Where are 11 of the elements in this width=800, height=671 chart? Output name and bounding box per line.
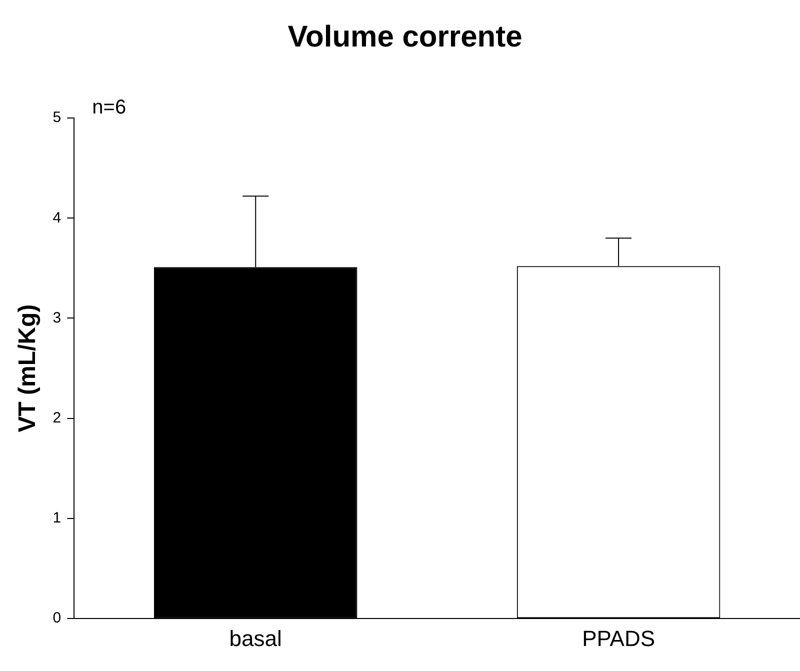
x-tick-label: basal <box>229 626 282 651</box>
x-tick-label: PPADS <box>582 626 656 651</box>
y-tick-label: 5 <box>52 109 62 126</box>
y-axis-title: VT (mL/Kg) <box>14 304 42 432</box>
y-tick-label: 3 <box>52 309 62 326</box>
y-tick-label: 0 <box>52 610 62 627</box>
y-tick-label: 1 <box>52 510 62 527</box>
y-tick-label: 4 <box>52 209 62 226</box>
y-tick-label: 2 <box>52 410 62 426</box>
chart-title: Volume corrente <box>288 20 522 54</box>
annotation: n=6 <box>92 96 126 119</box>
